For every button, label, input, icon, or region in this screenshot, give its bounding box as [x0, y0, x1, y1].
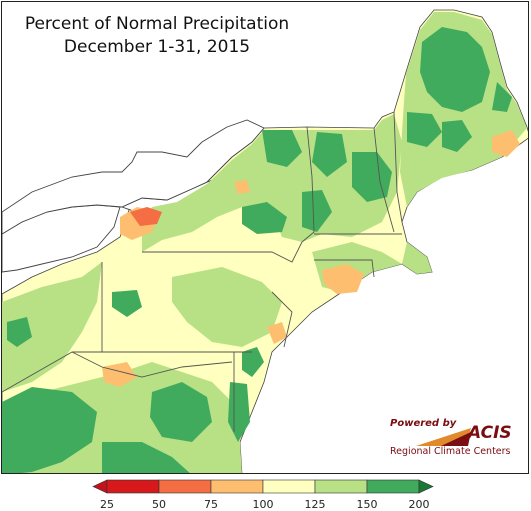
legend-tick-label: 25 — [100, 498, 114, 511]
legend-tick-label: 125 — [305, 498, 326, 511]
logo-swoosh-dark — [441, 432, 471, 446]
legend-tick-label: 200 — [409, 498, 430, 511]
state-boundaries — [2, 111, 403, 432]
canada-land — [2, 119, 265, 235]
map-date-range: December 1-31, 2015 — [63, 37, 251, 57]
legend-tick-label: 50 — [152, 498, 166, 511]
color-legend: 25 50 75 100 125 150 200 — [92, 479, 434, 511]
map-title: Percent of Normal Precipitation — [24, 14, 290, 34]
dark-green-regions — [2, 27, 512, 473]
precipitation-map — [2, 9, 528, 473]
legend-tick-label: 100 — [253, 498, 274, 511]
legend-bin-125-150 — [314, 479, 368, 494]
legend-bin-100-125 — [262, 479, 316, 494]
legend-tick-label: 150 — [357, 498, 378, 511]
legend-arrow-high — [418, 479, 434, 494]
legend-tick-label: 75 — [204, 498, 218, 511]
red-orange-region — [130, 207, 162, 226]
logo-regional-climate-centers: Regional Climate Centers — [390, 446, 511, 457]
legend-bin-25-50 — [106, 479, 160, 494]
acis-logo — [416, 428, 471, 446]
logo-powered-by: Powered by — [390, 418, 457, 429]
legend-bin-150-200 — [366, 479, 420, 494]
map-frame: Percent of Normal Precipitation December… — [1, 1, 529, 474]
legend-arrow-low — [92, 479, 108, 494]
logo-acis-text: ACIS — [468, 423, 512, 443]
legend-bin-75-100 — [210, 479, 264, 494]
legend-bin-50-75 — [158, 479, 212, 494]
